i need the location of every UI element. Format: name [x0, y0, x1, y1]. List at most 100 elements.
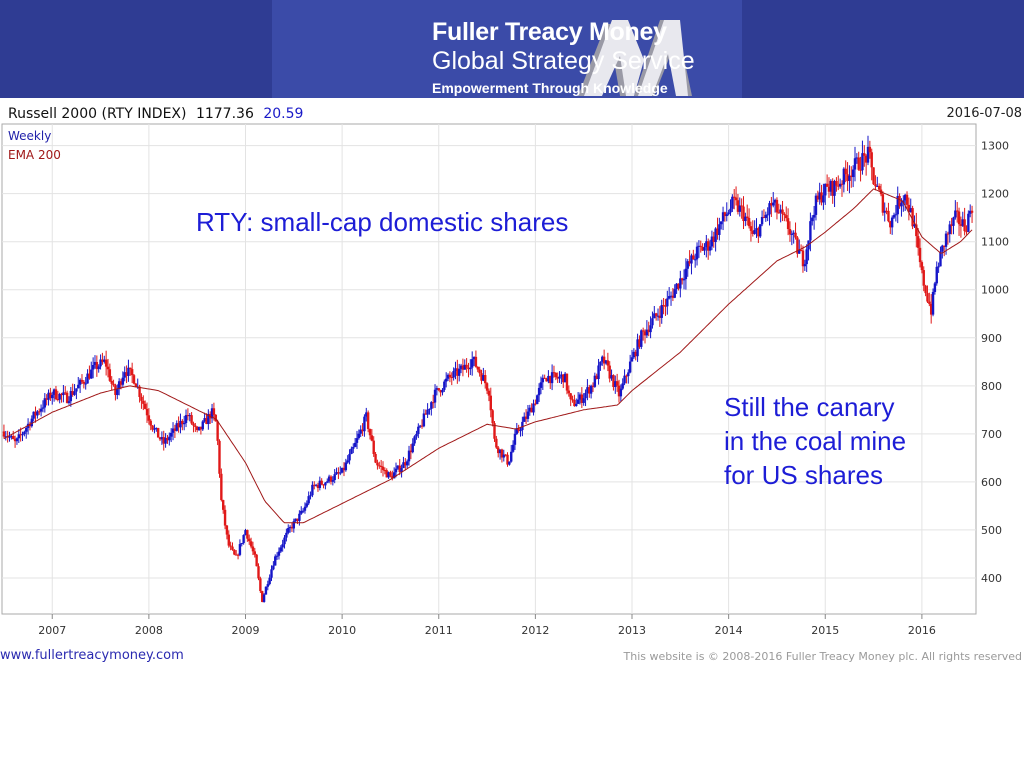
candle-body [186, 415, 190, 417]
candle-body [353, 442, 357, 447]
brand-title: Fuller Treacy Money [432, 18, 667, 46]
candle-body [829, 180, 833, 192]
candle-body [182, 422, 186, 425]
candle-body [322, 484, 325, 486]
candle-body [381, 466, 385, 471]
candle-body [738, 205, 741, 212]
candle-body [450, 377, 453, 379]
y-axis: 400 500 600 700 800 900 1000 1100 1200 1300 [981, 140, 1009, 585]
candle-body [340, 467, 344, 473]
candle-body [244, 530, 247, 536]
candle-body [671, 295, 675, 298]
candle-body [38, 411, 41, 413]
candle-body [314, 484, 318, 486]
candle-body [638, 339, 641, 347]
candle-body [801, 250, 805, 267]
x-axis: 2007 2008 2009 2010 2011 2012 2013 2014 2015 2016 [38, 614, 936, 637]
candle-body [643, 331, 647, 336]
candle-body [389, 472, 392, 476]
candle-body [493, 423, 496, 439]
candle-body [504, 454, 507, 456]
header-banner: Fuller Treacy Money Global Strategy Serv… [0, 0, 1024, 98]
candle-body [129, 367, 132, 370]
candle-body [316, 484, 320, 488]
candle-body [236, 554, 240, 556]
candle-body [680, 278, 684, 281]
site-link[interactable]: www.fullertreacymoney.com [0, 648, 184, 663]
candle-body [430, 402, 433, 409]
y-tick-label: 700 [981, 428, 1002, 441]
candle-body [82, 381, 86, 384]
y-tick-label: 600 [981, 476, 1002, 489]
candle-body [853, 158, 857, 170]
candle-body [446, 374, 450, 379]
candle-body [584, 392, 587, 399]
candle-body [524, 416, 528, 419]
legend-weekly: Weekly [8, 129, 51, 143]
candle-body [863, 153, 866, 156]
candle-body [179, 420, 182, 428]
candle-body [296, 518, 299, 521]
candle-body [926, 293, 929, 302]
candle-body [961, 219, 964, 226]
candle-body [909, 208, 912, 213]
candle-body [744, 216, 747, 222]
candle-body [874, 184, 877, 187]
candle-body [465, 364, 468, 368]
candle-body [173, 428, 177, 431]
candle-body [716, 228, 719, 235]
candle-body [261, 591, 264, 602]
brand-logo-icon[interactable] [576, 20, 694, 96]
candle-body [720, 221, 723, 225]
candle-body [890, 217, 894, 228]
candle-body [837, 185, 840, 187]
candle-body [872, 167, 875, 185]
candle-body [885, 210, 888, 212]
candle-body [84, 383, 87, 385]
legend-ema: EMA 200 [8, 148, 61, 162]
candle-body [164, 437, 167, 444]
candle-body [562, 374, 565, 383]
candle-body [970, 210, 974, 213]
candle-body [95, 361, 99, 370]
candle-body [955, 210, 959, 212]
candle-body [275, 555, 279, 557]
candle-body [192, 423, 195, 426]
candle-body [881, 194, 885, 213]
candle-body [25, 427, 28, 432]
candle-body [400, 468, 403, 473]
y-tick-label: 1000 [981, 284, 1009, 297]
candle-body [240, 543, 243, 545]
candle-body [52, 389, 56, 395]
candle-body [69, 391, 73, 402]
candle-body [788, 229, 792, 235]
candle-body [153, 428, 156, 430]
candle-body [933, 283, 937, 292]
candle-body [725, 214, 728, 217]
candle-body [229, 545, 232, 547]
candle-body [654, 313, 658, 316]
candle-body [844, 168, 847, 175]
candle-body [883, 210, 886, 213]
candle-body [894, 214, 898, 216]
candle-body [794, 232, 797, 238]
candle-body [268, 577, 271, 585]
candle-body [675, 283, 678, 290]
candle-body [249, 541, 253, 547]
candle-body [814, 195, 818, 215]
y-tick-label: 1200 [981, 188, 1009, 201]
candle-body [374, 453, 377, 463]
candle-body [666, 298, 669, 307]
copyright-notice: This website is © 2008-2016 Fuller Treac… [623, 650, 1022, 663]
candle-body [253, 551, 256, 555]
candle-body [348, 453, 351, 461]
candle-body [409, 450, 413, 453]
candle-body [967, 213, 970, 232]
annotation-canary-line-3: for US shares [724, 460, 883, 490]
candle-body [576, 399, 580, 404]
candle-body [266, 584, 269, 587]
candle-body [569, 393, 572, 400]
candle-body [155, 427, 158, 429]
candle-body [876, 185, 879, 187]
candle-body [636, 339, 639, 357]
